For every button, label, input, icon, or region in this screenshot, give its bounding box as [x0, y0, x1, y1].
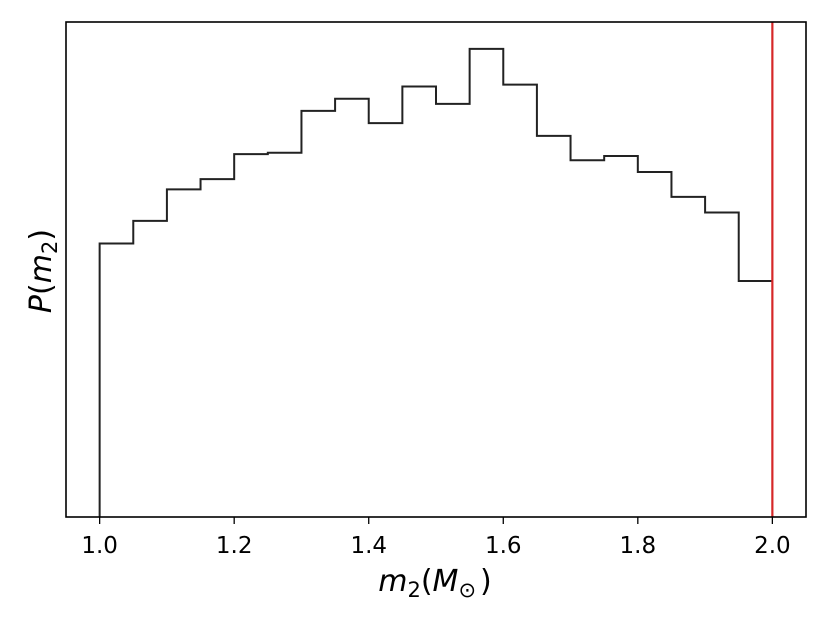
x-ticks: 1.0 1.2 1.4 1.6 1.8 2.0	[81, 517, 791, 559]
x-tick-label: 2.0	[754, 533, 791, 559]
x-axis-label: m2(M⊙)	[378, 564, 492, 602]
axes-border	[65, 21, 807, 518]
x-tick-label: 1.2	[216, 533, 253, 559]
axes-frame	[65, 21, 807, 518]
x-tick-label: 1.4	[350, 533, 387, 559]
x-tick-label: 1.0	[81, 533, 118, 559]
x-tick-label: 1.8	[620, 533, 657, 559]
plot-area	[98, 22, 774, 517]
x-tick-label: 1.6	[485, 533, 522, 559]
histogram-step-line	[98, 47, 773, 517]
y-axis-label: P(m2)	[24, 229, 62, 313]
